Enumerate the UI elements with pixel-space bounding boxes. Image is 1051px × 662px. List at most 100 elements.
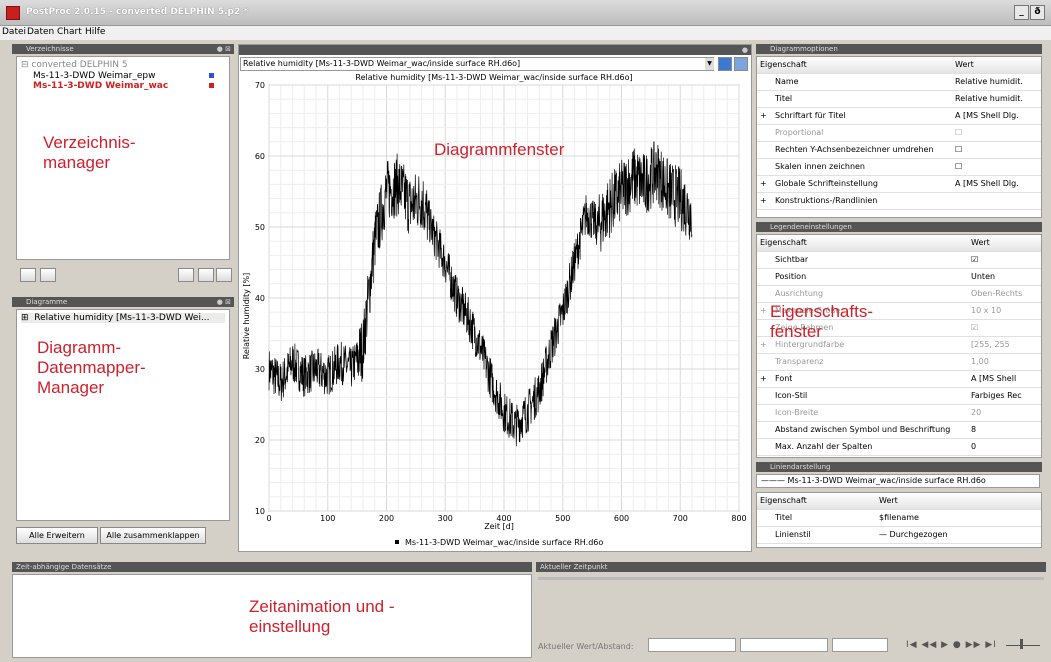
legend-marker-icon	[395, 540, 399, 544]
legend-option-row[interactable]: Abstand zwischen Symbol und Beschriftung…	[757, 422, 1041, 439]
tree-item-epw[interactable]: Ms-11-3-DWD Weimar_epw	[33, 71, 156, 81]
legend-option-value[interactable]: 10 x 10	[971, 306, 1002, 315]
expand-icon[interactable]: +	[760, 306, 767, 315]
collapse-all-button[interactable]: Alle zusammenklappen	[100, 527, 206, 544]
expand-all-button[interactable]: Alle Erweitern	[16, 527, 98, 544]
legend-option-key: Maximale Größe	[775, 306, 841, 315]
restore-button[interactable]: ð	[1030, 5, 1045, 20]
legend-option-value[interactable]: 1,00	[971, 357, 989, 366]
diagram-option-row[interactable]: Name Relative humidit.	[757, 74, 1041, 91]
diagram-panel-title: Diagramme	[26, 298, 68, 306]
expand-icon[interactable]: +	[760, 179, 767, 188]
value-field-2[interactable]	[740, 638, 828, 652]
panel-close-icon[interactable]: ● ⊠	[216, 298, 231, 306]
legend-option-key: Transparenz	[775, 357, 824, 366]
legend-option-row[interactable]: Zeige Rahmen ☑	[757, 320, 1041, 337]
remove-icon[interactable]	[216, 268, 232, 282]
list-icon[interactable]	[40, 268, 56, 282]
diagram-options-table[interactable]: Eigenschaft Wert Name Relative humidit. Tit…	[756, 56, 1042, 218]
diagram-option-row[interactable]: + Konstruktions-/Randlinien	[757, 193, 1041, 210]
legend-option-row[interactable]: Position Unten	[757, 269, 1041, 286]
diagram-option-value[interactable]: Relative humidit.	[955, 94, 1023, 103]
menu-chart[interactable]: Chart	[57, 27, 82, 37]
speed-slider[interactable]	[1006, 645, 1040, 646]
current-time-title: Aktueller Zeitpunkt	[540, 563, 608, 571]
legend-option-row[interactable]: + Maximale Größe 10 x 10	[757, 303, 1041, 320]
diagram-option-value[interactable]: A [MS Shell Dlg.	[955, 111, 1019, 120]
legend-option-value[interactable]: A [MS Shell	[971, 374, 1017, 383]
line-table[interactable]: Eigenschaft Wert Titel $filename Liniensti…	[756, 492, 1042, 548]
legend-table[interactable]: Eigenschaft Wert Sichtbar ☑ Position Unten Au…	[756, 234, 1042, 458]
menu-datei[interactable]: Datei	[2, 27, 27, 37]
diagram-option-row[interactable]: Skalen innen zeichnen ☐	[757, 159, 1041, 176]
label-diagram-manager: Diagramm- Datenmapper- Manager	[37, 338, 146, 397]
diagram-option-value[interactable]: A [MS Shell Dlg.	[955, 179, 1019, 188]
diagram-option-row[interactable]: Rechten Y-Achsenbezeichner umdrehen ☐	[757, 142, 1041, 159]
diagram-option-row[interactable]: Proportional ☐	[757, 125, 1041, 142]
x-tick-label: 200	[379, 514, 394, 523]
legend-option-value[interactable]: Farbiges Rec	[971, 391, 1022, 400]
legend-option-row[interactable]: Sichtbar ☑	[757, 252, 1041, 269]
legend-option-row[interactable]: Icon-Breite 20	[757, 405, 1041, 422]
timed-datasets-list[interactable]: Zeitanimation und - einstellung	[12, 574, 532, 658]
diagram-item[interactable]: ⊞ Relative humidity [Ms-11-3-DWD Wei...	[21, 313, 225, 323]
panel-close-icon[interactable]: ●	[741, 46, 748, 54]
panel-close-icon[interactable]: ● ⊠	[216, 45, 231, 53]
legend-option-value[interactable]: 8	[971, 425, 977, 434]
minimize-button[interactable]: _	[1014, 5, 1029, 20]
diagram-option-value[interactable]: ☐	[955, 145, 963, 154]
line-panel-title: Liniendarstellung	[770, 463, 831, 471]
legend-option-row[interactable]: Transparenz 1,00	[757, 354, 1041, 371]
legend-option-value[interactable]: Unten	[971, 272, 996, 281]
menu-hilfe[interactable]: Hilfe	[85, 27, 106, 37]
series-line	[268, 141, 693, 447]
diagram-option-row[interactable]: + Schriftart für Titel A [MS Shell Dlg.	[757, 108, 1041, 125]
legend-option-key: Ausrichtung	[775, 289, 824, 298]
time-slider-track[interactable]	[538, 577, 1044, 580]
legend-option-value[interactable]: Oben-Rechts	[971, 289, 1023, 298]
x-tick-label: 300	[438, 514, 453, 523]
line-prop-value[interactable]: $filename	[879, 513, 919, 522]
chart-select[interactable]: Relative humidity [Ms-11-3-DWD Weimar_wa…	[240, 57, 714, 71]
legend-option-value[interactable]: 20	[971, 408, 982, 417]
tree-item-wac[interactable]: Ms-11-3-DWD Weimar_wac	[33, 81, 168, 91]
series-select[interactable]: ——— Ms-11-3-DWD Weimar_wac/inside surfac…	[756, 474, 1040, 488]
legend-option-row[interactable]: Max. Anzahl der Spalten 0	[757, 439, 1041, 456]
expand-icon[interactable]: +	[760, 111, 767, 120]
menu-daten[interactable]: Daten	[27, 27, 55, 37]
expand-icon[interactable]: +	[760, 196, 767, 205]
diagram-option-value[interactable]: Relative humidit.	[955, 77, 1023, 86]
legend-option-row[interactable]: + Hintergrundfarbe [255, 255	[757, 337, 1041, 354]
chart-export-icon[interactable]	[734, 57, 748, 71]
diagram-option-value[interactable]: ☐	[955, 128, 963, 137]
diagram-list[interactable]: ⊞ Relative humidity [Ms-11-3-DWD Wei... …	[16, 309, 230, 521]
tree-root[interactable]: ⊟ converted DELPHIN 5	[21, 60, 128, 70]
chart-series	[268, 141, 693, 447]
diagram-option-value[interactable]: ☐	[955, 162, 963, 171]
diagram-options-header: Diagrammoptionen	[756, 44, 1042, 54]
chart-config-icon[interactable]	[718, 57, 732, 71]
line-prop-value[interactable]: — Durchgezogen	[879, 530, 948, 539]
diagram-option-row[interactable]: Titel Relative humidit.	[757, 91, 1041, 108]
legend-option-row[interactable]: Ausrichtung Oben-Rechts	[757, 286, 1041, 303]
speed-slider-handle[interactable]	[1020, 639, 1023, 649]
legend-option-value[interactable]: 0	[971, 442, 977, 451]
legend-option-value[interactable]: [255, 255	[971, 340, 1010, 349]
refresh-icon[interactable]	[178, 268, 194, 282]
playback-controls[interactable]: I◀ ◀◀ ▶ ● ▶▶ ▶I	[906, 640, 997, 650]
value-field-3[interactable]	[832, 638, 888, 652]
expand-icon[interactable]: +	[760, 340, 767, 349]
directory-tree[interactable]: ⊟ converted DELPHIN 5 Ms-11-3-DWD Weimar…	[16, 56, 230, 260]
legend-option-value[interactable]: ☑	[971, 255, 979, 264]
remove-dir-icon[interactable]	[20, 268, 36, 282]
legend-option-row[interactable]: + Font A [MS Shell	[757, 371, 1041, 388]
label-time-animation: Zeitanimation und - einstellung	[249, 597, 395, 636]
y-tick-label: 50	[255, 223, 265, 232]
legend-option-row[interactable]: Icon-Stil Farbiges Rec	[757, 388, 1041, 405]
diagram-option-row[interactable]: + Globale Schrifteinstellung A [MS Shell D…	[757, 176, 1041, 193]
expand-icon[interactable]	[198, 268, 214, 282]
dropdown-arrow-icon[interactable]: ▼	[705, 58, 714, 70]
value-field-1[interactable]	[648, 638, 736, 652]
expand-icon[interactable]: +	[760, 374, 767, 383]
legend-option-value[interactable]: ☑	[971, 323, 979, 332]
